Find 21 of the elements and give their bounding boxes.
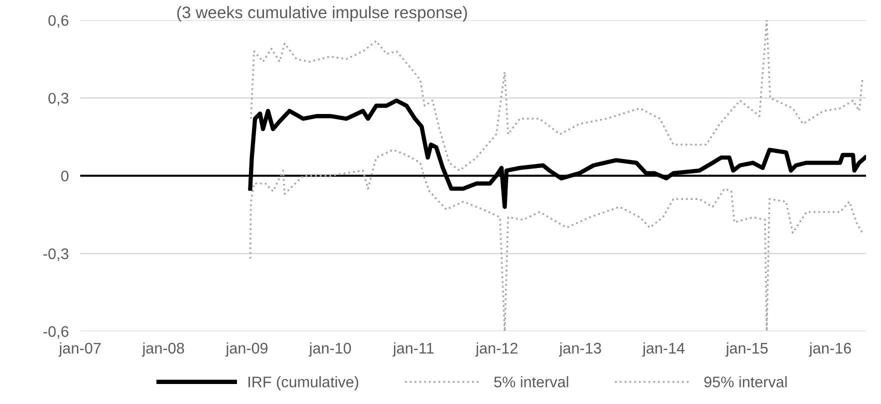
- x-tick-label: jan-12: [475, 342, 518, 357]
- y-tick-label: 0,6: [48, 15, 68, 28]
- x-tick-label: jan-08: [142, 342, 184, 357]
- legend-label: IRF (cumulative): [248, 376, 358, 390]
- y-tick-label: 0: [61, 170, 68, 182]
- legend-label: 95% interval: [704, 376, 787, 388]
- x-tick-label: jan-15: [726, 342, 768, 357]
- x-tick-label: jan-14: [642, 342, 685, 357]
- x-tick-label: jan-11: [392, 342, 434, 357]
- x-tick-label: jan-16: [808, 342, 851, 357]
- x-tick-label: jan-09: [225, 342, 268, 357]
- x-tick-label: jan-07: [58, 342, 101, 357]
- x-tick-label: jan-13: [558, 342, 602, 357]
- legend-label: 5% interval: [494, 376, 568, 388]
- line-series: [250, 20, 864, 172]
- chart-title: (3 weeks cumulative impulse response): [177, 6, 467, 22]
- line-series: [249, 148, 864, 332]
- y-tick-label: -0,6: [43, 326, 68, 339]
- y-tick-label: -0,3: [43, 248, 68, 261]
- y-tick-label: 0,3: [48, 92, 68, 106]
- x-tick-label: jan-10: [308, 342, 351, 357]
